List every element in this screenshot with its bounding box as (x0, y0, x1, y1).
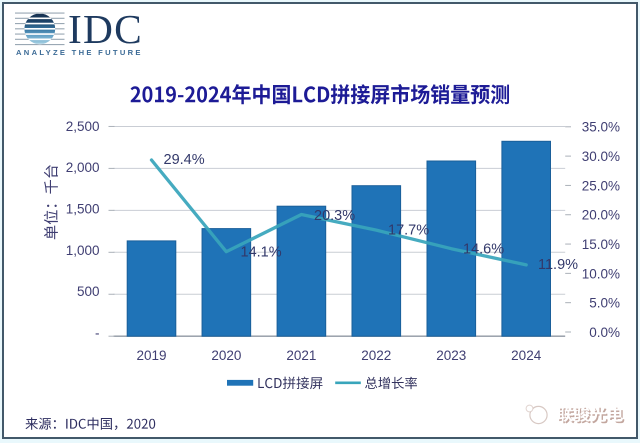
svg-text:20.3%: 20.3% (314, 208, 355, 224)
svg-text:500: 500 (77, 284, 100, 299)
svg-text:1,000: 1,000 (66, 243, 100, 258)
svg-text:11.9%: 11.9% (538, 257, 578, 273)
svg-text:5.0%: 5.0% (589, 296, 620, 311)
svg-text:35.0%: 35.0% (582, 120, 620, 135)
svg-text:25.0%: 25.0% (582, 178, 620, 193)
svg-text:ANALYZE THE FUTURE: ANALYZE THE FUTURE (16, 48, 143, 57)
svg-text:20.0%: 20.0% (582, 208, 620, 223)
svg-text:2024: 2024 (511, 348, 542, 363)
svg-text:2020: 2020 (211, 348, 241, 363)
svg-text:10.0%: 10.0% (582, 266, 620, 281)
svg-text:14.6%: 14.6% (463, 242, 504, 258)
svg-text:2,500: 2,500 (66, 119, 100, 134)
svg-text:2022: 2022 (361, 348, 391, 363)
svg-text:30.0%: 30.0% (582, 149, 620, 164)
svg-text:IDC: IDC (68, 6, 143, 52)
svg-text:17.7%: 17.7% (388, 223, 429, 239)
svg-text:2023: 2023 (436, 348, 466, 363)
svg-text:2021: 2021 (286, 348, 316, 363)
svg-text:0.0%: 0.0% (589, 325, 620, 340)
svg-text:29.4%: 29.4% (164, 152, 205, 168)
svg-text:1,500: 1,500 (66, 202, 100, 217)
svg-text:14.1%: 14.1% (241, 245, 282, 261)
svg-text:15.0%: 15.0% (582, 237, 620, 252)
svg-text:-: - (95, 325, 100, 340)
svg-text:2,000: 2,000 (66, 160, 100, 175)
svg-text:2019: 2019 (136, 348, 166, 363)
